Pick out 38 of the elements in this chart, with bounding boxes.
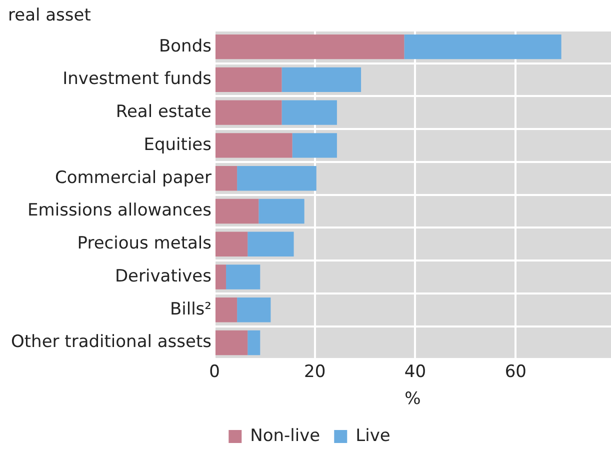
bar (215, 232, 248, 256)
y-tick-label: Emissions allowances (28, 200, 212, 221)
y-tick-label: Derivatives (114, 266, 212, 286)
bar (215, 166, 238, 191)
x-tick-label: 60 (504, 362, 526, 382)
y-tick-label: Investment funds (62, 69, 212, 90)
legend-label: Non-live (250, 426, 320, 446)
bar (215, 100, 282, 125)
bar (282, 100, 337, 125)
bar (404, 34, 562, 60)
y-tick-label: Commercial paper (54, 168, 212, 188)
text: real asset (8, 6, 92, 26)
bar (258, 198, 304, 224)
bar (248, 330, 260, 356)
bar (292, 133, 337, 158)
x-tick-label: 40 (404, 362, 426, 382)
x-tick-label: 20 (304, 362, 326, 382)
bar (215, 133, 292, 158)
y-tick-label: Other traditional assets (10, 332, 212, 352)
bar (215, 330, 248, 356)
bar (237, 166, 316, 191)
bar (237, 298, 271, 322)
y-tick-label: Bills² (170, 299, 212, 320)
x-tick-label: 0 (209, 362, 220, 382)
bar (226, 264, 260, 290)
y-tick-label: Bonds (158, 36, 212, 56)
legend-label: Live (356, 426, 390, 446)
bar (215, 67, 282, 92)
y-tick-label: Real estate (116, 102, 212, 122)
bar (215, 264, 226, 290)
y-tick-label: Precious metals (77, 234, 212, 254)
bar (215, 198, 259, 224)
bar (215, 298, 238, 322)
bar (248, 232, 294, 256)
y-tick-label: Equities (144, 134, 212, 155)
x-axis-title: % (404, 389, 421, 410)
bar (215, 34, 404, 60)
bar (282, 67, 362, 92)
